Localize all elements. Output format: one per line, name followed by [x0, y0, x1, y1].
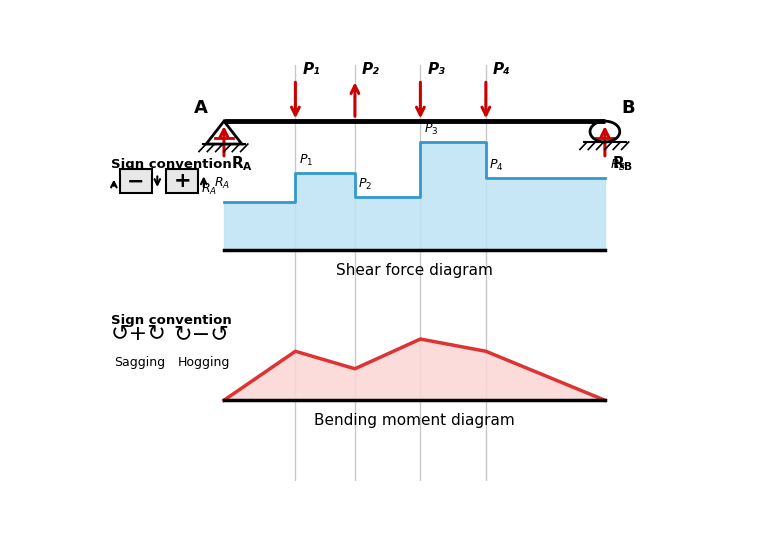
Text: $P_4$: $P_4$: [489, 158, 504, 173]
Text: Bending moment diagram: Bending moment diagram: [314, 413, 515, 428]
Text: $P_2$: $P_2$: [359, 177, 372, 192]
Text: −: −: [127, 171, 144, 191]
Text: $P_1$: $P_1$: [299, 153, 313, 168]
Text: ↻−↺: ↻−↺: [174, 324, 230, 344]
Text: Sagging: Sagging: [114, 356, 165, 369]
Text: Sign convention: Sign convention: [111, 158, 232, 171]
Text: P₃: P₃: [428, 62, 445, 77]
Text: P₂: P₂: [362, 62, 380, 77]
Text: B: B: [621, 99, 635, 117]
Text: +: +: [174, 171, 191, 191]
Text: $\mathbf{R_A}$: $\mathbf{R_A}$: [231, 155, 253, 173]
Text: Sign convention: Sign convention: [111, 314, 232, 327]
Text: $R_A$: $R_A$: [200, 182, 217, 197]
Polygon shape: [224, 142, 605, 250]
FancyBboxPatch shape: [120, 169, 152, 193]
Text: $P_3$: $P_3$: [424, 122, 439, 136]
Text: Shear force diagram: Shear force diagram: [336, 263, 493, 278]
Text: Hogging: Hogging: [177, 356, 230, 369]
Text: A: A: [194, 99, 207, 117]
Text: P₁: P₁: [303, 62, 320, 77]
Text: $R_A$: $R_A$: [214, 176, 230, 191]
Polygon shape: [224, 339, 605, 400]
FancyBboxPatch shape: [166, 169, 198, 193]
Text: $R_B$: $R_B$: [610, 158, 626, 173]
Text: $\mathbf{R_B}$: $\mathbf{R_B}$: [612, 155, 634, 173]
Text: P₄: P₄: [493, 62, 511, 77]
Text: ↺+↻: ↺+↻: [111, 324, 167, 344]
